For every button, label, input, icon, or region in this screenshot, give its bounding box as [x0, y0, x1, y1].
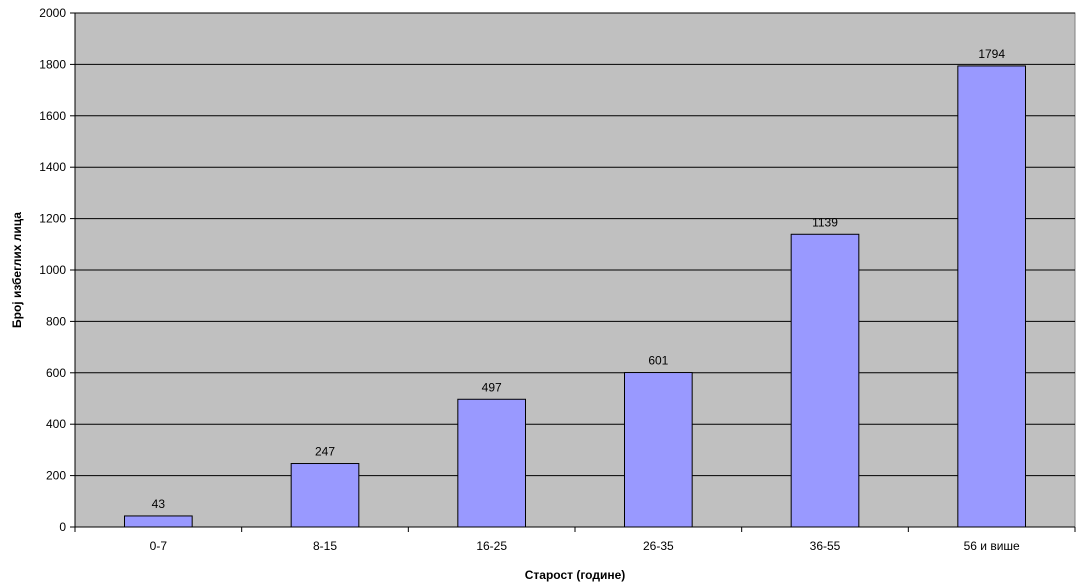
y-tick-label: 400: [46, 417, 66, 431]
data-label: 247: [315, 445, 335, 459]
y-tick-label: 600: [46, 366, 66, 380]
x-tick-label: 36-55: [810, 539, 841, 553]
bar-0-7: [124, 515, 193, 528]
x-tick-label: 26-35: [643, 539, 674, 553]
data-label: 601: [648, 354, 668, 368]
y-tick-label: 0: [59, 520, 66, 534]
y-tick-label: 1600: [39, 109, 66, 123]
y-tick-label: 200: [46, 469, 66, 483]
bar-26-35: [624, 372, 693, 528]
data-label: 1794: [978, 47, 1005, 61]
y-tick-label: 2000: [39, 6, 66, 20]
data-label: 1139: [812, 215, 838, 229]
bar-56 и више: [957, 65, 1026, 528]
bars: [124, 65, 1026, 528]
y-tick-label: 1200: [39, 212, 66, 226]
axes: [70, 12, 1076, 532]
bar-36-55: [790, 233, 860, 528]
x-tick-label: 8-15: [313, 539, 337, 553]
y-tick-label: 800: [46, 314, 66, 328]
y-tick-label: 1000: [39, 263, 66, 277]
labels: 0 200 400 600 800 1000 1200 1400 1600 1800 2000 0-7…: [39, 6, 1020, 553]
y-tick-label: 1400: [39, 160, 66, 174]
y-tick-label: 1800: [39, 57, 66, 71]
x-axis-title: Старост (године): [525, 568, 626, 582]
y-axis-title: Број избеглих лица: [10, 212, 24, 328]
x-tick-label: 56 и више: [964, 539, 1020, 553]
data-label: 43: [152, 497, 166, 511]
data-label: 497: [482, 380, 502, 394]
bar-8-15: [290, 463, 360, 528]
x-tick-label: 0-7: [150, 539, 168, 553]
x-tick-label: 16-25: [476, 539, 507, 553]
bar-16-25: [457, 398, 527, 528]
